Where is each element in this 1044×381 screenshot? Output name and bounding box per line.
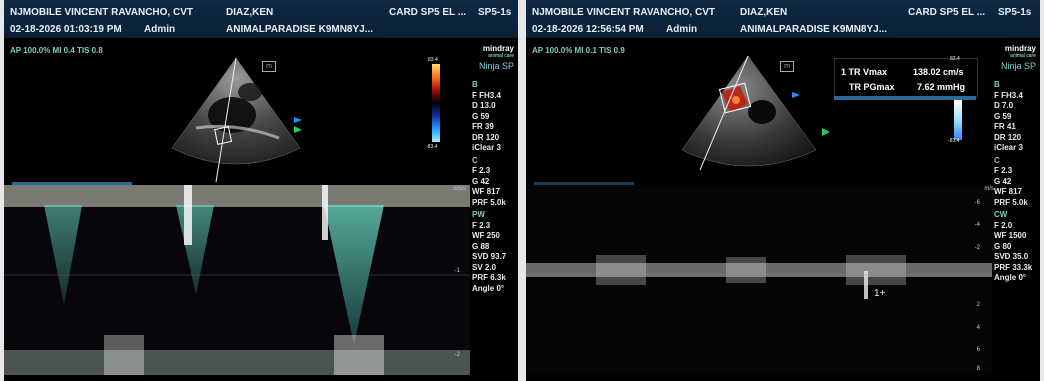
- exam-datetime: 02-18-2026 01:03:19 PM: [10, 24, 122, 35]
- scale-tick: 6: [976, 347, 980, 353]
- probe-orientation-icon: m: [780, 61, 794, 72]
- scale-tick: -2: [974, 245, 980, 251]
- facility-name: NJMOBILE VINCENT RAVANCHO, CVT: [10, 7, 193, 18]
- exam-datetime: 02-18-2026 12:56:54 PM: [532, 24, 644, 35]
- patient-id: ANIMALPARADISE K9MN8YJ...: [226, 24, 374, 35]
- color-scale-top: 83.4: [428, 57, 438, 63]
- exam-preset: CARD SP5 EL ...: [908, 7, 986, 18]
- mindray-logo: mindray animal care Ninja SP: [470, 44, 514, 71]
- acoustic-output: AP 100.0% MI 0.1 TIS 0.9: [532, 46, 625, 55]
- patient-header: NJMOBILE VINCENT RAVANCHO, CVT DIAZ,KEN …: [4, 0, 518, 38]
- cw-doppler-spectrum: [526, 185, 992, 375]
- tr-pgmax-value: 7.62 mmHg: [917, 82, 966, 92]
- scale-tick: -1: [454, 268, 460, 274]
- imaging-parameters: B F FH3.4 D 7.0 G 59 FR 41 DR 120 iClear 3 C…: [994, 80, 1033, 282]
- color-flow-scale-bar: [432, 64, 440, 142]
- left-ultrasound-screen: NJMOBILE VINCENT RAVANCHO, CVT DIAZ,KEN …: [4, 0, 518, 381]
- pw-doppler-spectrum: [4, 185, 470, 375]
- timeline-bar: [534, 182, 634, 185]
- system-model: Ninja SP: [1000, 61, 1036, 71]
- acoustic-output: AP 100.0% MI 0.4 TIS 0.8: [10, 46, 103, 55]
- b-mode-sector-image: [681, 55, 830, 171]
- scale-tick: -6: [974, 200, 980, 206]
- timeline-bar: [12, 182, 132, 185]
- scale-tick: 4: [976, 325, 980, 331]
- imaging-parameters: B F FH3.4 D 13.0 G 59 FR 39 DR 120 iClear 3 …: [472, 80, 507, 293]
- mindray-logo: mindray animal care Ninja SP: [992, 44, 1036, 71]
- tr-vmax-label: 1 TR Vmax: [841, 67, 888, 77]
- color-scale-top: 83.4: [950, 56, 960, 62]
- patient-id: ANIMALPARADISE K9MN8YJ...: [740, 24, 888, 35]
- b-mode-sector-image: [171, 57, 302, 183]
- scale-tick: -4: [974, 222, 980, 228]
- probe-name: SP5-1s: [478, 7, 512, 18]
- color-scale-bottom: -83.4: [948, 138, 960, 144]
- color-flow-scale-bar: [954, 100, 962, 140]
- patient-name: DIAZ,KEN: [226, 7, 274, 18]
- patient-header: NJMOBILE VINCENT RAVANCHO, CVT DIAZ,KEN …: [526, 0, 1040, 38]
- velocity-unit: m/s: [984, 186, 994, 192]
- operator-name: Admin: [666, 24, 698, 35]
- facility-name: NJMOBILE VINCENT RAVANCHO, CVT: [532, 7, 715, 18]
- probe-name: SP5-1s: [998, 7, 1032, 18]
- scale-tick: 8: [976, 366, 980, 372]
- scale-tick: -2: [454, 352, 460, 358]
- color-scale-bottom: -83.4: [426, 144, 438, 150]
- right-ultrasound-screen: NJMOBILE VINCENT RAVANCHO, CVT DIAZ,KEN …: [526, 0, 1040, 381]
- operator-name: Admin: [144, 24, 176, 35]
- exam-preset: CARD SP5 EL ...: [389, 7, 467, 18]
- measurement-bar: [834, 96, 976, 100]
- tr-vmax-value: 138.02 cm/s: [913, 67, 964, 77]
- tr-pgmax-label: TR PGmax: [849, 82, 895, 92]
- scale-tick: 2: [976, 302, 980, 308]
- system-model: Ninja SP: [478, 61, 514, 71]
- velocity-unit: cm/s: [453, 186, 466, 192]
- probe-orientation-icon: m: [262, 61, 276, 72]
- caliper-marker[interactable]: 1+: [874, 288, 886, 299]
- measurement-results-panel: 1 TR Vmax 138.02 cm/s TR PGmax 7.62 mmHg: [834, 58, 978, 98]
- patient-name: DIAZ,KEN: [740, 7, 788, 18]
